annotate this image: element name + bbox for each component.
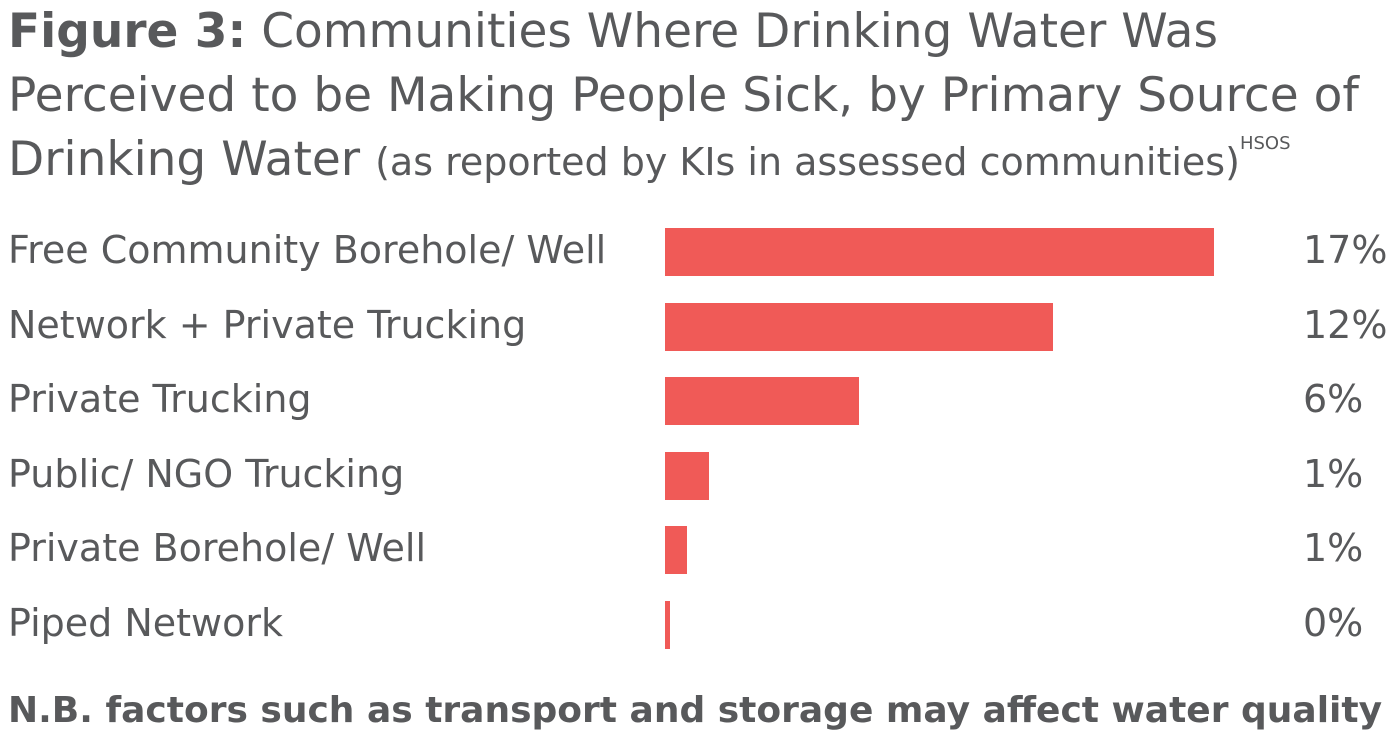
bar <box>665 302 1053 351</box>
title-subtitle: (as reported by KIs in assessed communit… <box>375 140 1240 184</box>
bar <box>665 526 687 574</box>
category-label: Network + Private Trucking <box>8 302 527 347</box>
value-label: 17% <box>1303 228 1388 272</box>
value-label: 0% <box>1303 600 1364 645</box>
category-label: Free Community Borehole/ Well <box>8 228 607 272</box>
value-label: 12% <box>1303 302 1388 347</box>
value-label: 1% <box>1303 451 1364 496</box>
bar <box>665 228 1215 276</box>
category-label: Private Trucking <box>8 377 312 421</box>
bar <box>665 377 859 425</box>
title-superscript: HSOS <box>1239 133 1291 154</box>
chart-title: Figure 3: Communities Where Drinking Wat… <box>8 0 1393 194</box>
category-label: Piped Network <box>8 600 283 645</box>
figure-label: Figure 3: <box>8 4 247 59</box>
category-label: Public/ NGO Trucking <box>8 451 405 496</box>
value-label: 1% <box>1303 526 1364 570</box>
category-label: Private Borehole/ Well <box>8 526 427 570</box>
value-label: 6% <box>1303 377 1364 421</box>
title-main: Communities Where Drinking Water Was Per… <box>8 4 1359 187</box>
bar <box>665 451 709 500</box>
footnote: N.B. factors such as transport and stora… <box>8 690 1383 731</box>
bar <box>665 600 670 649</box>
